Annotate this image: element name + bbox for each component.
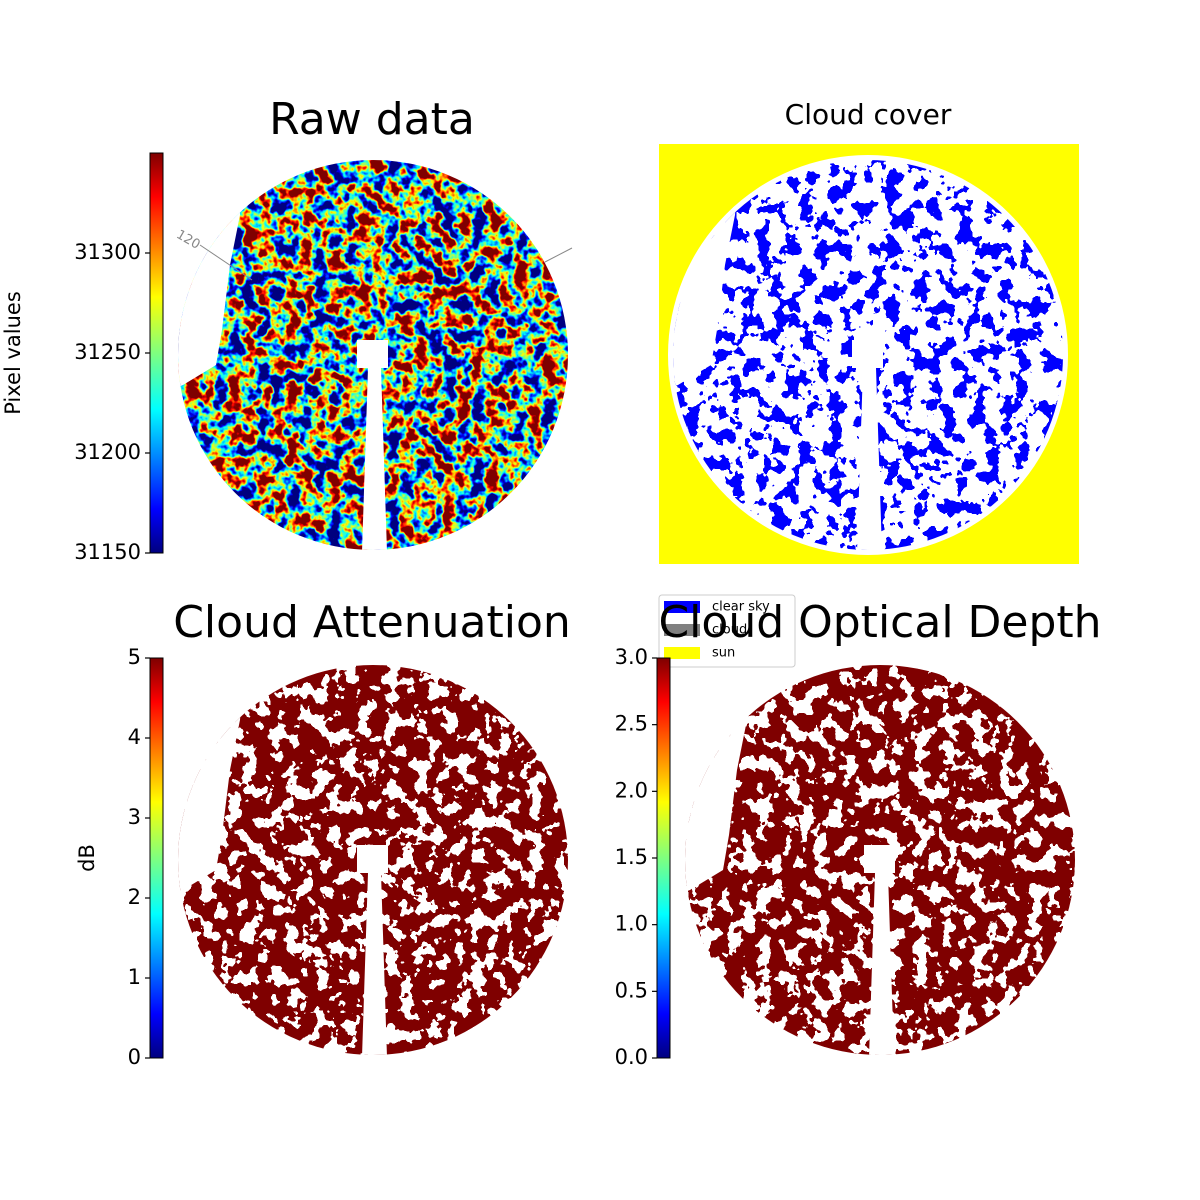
colorbar-label: dB (75, 844, 99, 872)
image (673, 160, 1063, 550)
mask-wedge (852, 340, 883, 550)
colorbar-tick-label: 31300 (74, 240, 141, 264)
colorbar-tick-label: 2.0 (615, 778, 648, 802)
colorbar-tick-label: 2.5 (615, 712, 648, 736)
legend-swatch (664, 601, 700, 613)
image (178, 665, 568, 1055)
mask-wedge (357, 845, 388, 1055)
legend-swatch (664, 624, 700, 636)
colorbar-tick-label: 0 (128, 1045, 141, 1069)
colorbar-tick-label: 1.0 (615, 912, 648, 936)
chart-title: Cloud Attenuation (173, 597, 571, 648)
colorbar-tick-label: 0.5 (615, 978, 648, 1002)
legend-label: sun (712, 646, 735, 661)
legend-label: cloud (712, 623, 747, 638)
legend-label: clear sky (712, 600, 770, 615)
image (178, 160, 568, 550)
legend-swatch (664, 647, 700, 659)
colorbar-tick-label: 4 (128, 725, 141, 749)
colorbar (149, 152, 164, 554)
chart-title: Cloud cover (785, 98, 952, 131)
colorbar-tick-label: 1 (128, 965, 141, 989)
colorbar-tick-label: 1.5 (615, 845, 648, 869)
annotation: 120 (173, 227, 202, 252)
mask-wedge (864, 845, 895, 1055)
colorbar-tick-label: 31250 (74, 340, 141, 364)
colorbar-tick-label: 2 (128, 885, 141, 909)
colorbar-tick-label: 3 (128, 805, 141, 829)
guide-line (544, 247, 573, 263)
colorbar-tick-label: 5 (128, 645, 141, 669)
colorbar-tick-label: 3.0 (615, 645, 648, 669)
colorbar-tick-label: 0.0 (615, 1045, 648, 1069)
colorbar (656, 657, 671, 1059)
image (685, 665, 1075, 1055)
chart-title: Raw data (269, 94, 475, 145)
guide-line (199, 244, 253, 281)
colorbar-label: Pixel values (1, 291, 25, 415)
chart-title: Cloud Optical Depth (658, 597, 1101, 648)
colorbar-tick-label: 31200 (74, 440, 141, 464)
colorbar-tick-label: 31150 (74, 540, 141, 564)
colorbar (149, 657, 164, 1059)
mask-wedge (357, 340, 388, 550)
